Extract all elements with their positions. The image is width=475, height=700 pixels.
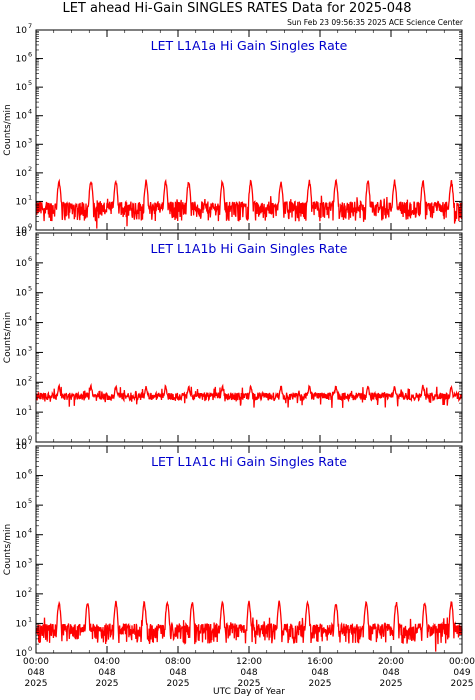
x-tick-label: 04:00	[94, 657, 120, 667]
y-tick-exponent: 5	[28, 285, 32, 293]
x-tick-label: 049	[453, 668, 470, 678]
y-tick-label: 10	[16, 140, 28, 150]
y-axis-label: Counts/min	[3, 524, 13, 575]
y-tick-label: 10	[16, 55, 28, 65]
y-tick-exponent: 0	[28, 222, 32, 230]
x-tick-label: 12:00	[236, 657, 262, 667]
y-tick-label: 10	[16, 442, 28, 452]
panel-title: LET L1A1c Hi Gain Singles Rate	[151, 454, 347, 469]
y-tick-exponent: 6	[28, 468, 32, 476]
x-tick-label: 2025	[96, 679, 119, 689]
y-tick-exponent: 4	[28, 527, 32, 535]
y-axis-label: Counts/min	[3, 312, 13, 363]
y-tick-exponent: 1	[28, 615, 32, 623]
x-tick-label: 048	[27, 668, 44, 678]
x-axis-label: UTC Day of Year	[213, 687, 285, 697]
series-line	[35, 382, 463, 408]
panel-title: LET L1A1a Hi Gain Singles Rate	[151, 38, 348, 53]
x-tick-label: 048	[169, 668, 186, 678]
y-tick-label: 10	[16, 348, 28, 358]
y-tick-label: 10	[16, 501, 28, 511]
y-tick-label: 10	[16, 112, 28, 122]
y-tick-exponent: 0	[28, 645, 32, 653]
y-tick-exponent: 5	[28, 79, 32, 87]
y-tick-label: 10	[16, 226, 28, 236]
y-tick-label: 10	[16, 438, 28, 448]
series-line	[35, 600, 463, 652]
x-tick-label: 20:00	[378, 657, 404, 667]
y-tick-exponent: 7	[28, 438, 32, 446]
x-axis-labels: 00:00048202504:00048202508:00048202512:0…	[23, 657, 475, 689]
x-tick-label: 2025	[380, 679, 403, 689]
y-tick-exponent: 2	[28, 374, 32, 382]
x-tick-label: 00:00	[23, 657, 49, 667]
x-tick-label: 048	[382, 668, 399, 678]
y-tick-exponent: 7	[28, 225, 32, 233]
y-tick-label: 10	[16, 619, 28, 629]
y-tick-label: 10	[16, 319, 28, 329]
x-tick-label: 048	[98, 668, 115, 678]
panel-title: LET L1A1b Hi Gain Singles Rate	[151, 241, 348, 256]
x-tick-label: 2025	[25, 679, 48, 689]
timestamp: Sun Feb 23 09:56:35 2025 ACE Science Cen…	[287, 18, 464, 27]
y-tick-label: 10	[16, 531, 28, 541]
y-tick-label: 10	[16, 560, 28, 570]
y-tick-label: 10	[16, 472, 28, 482]
y-axis-label: Counts/min	[3, 104, 13, 155]
y-tick-exponent: 1	[28, 404, 32, 412]
y-tick-exponent: 2	[28, 586, 32, 594]
y-tick-label: 10	[16, 649, 28, 659]
x-tick-label: 00:00	[449, 657, 475, 667]
y-tick-exponent: 2	[28, 165, 32, 173]
x-tick-label: 048	[240, 668, 257, 678]
y-tick-exponent: 4	[28, 108, 32, 116]
x-tick-label: 08:00	[165, 657, 191, 667]
figure-title: LET ahead Hi-Gain SINGLES RATES Data for…	[62, 1, 411, 16]
y-tick-exponent: 1	[28, 193, 32, 201]
y-tick-label: 10	[16, 408, 28, 418]
y-tick-label: 10	[16, 378, 28, 388]
plot-frame	[35, 232, 463, 443]
y-tick-exponent: 3	[28, 556, 32, 564]
x-tick-label: 16:00	[307, 657, 333, 667]
y-tick-exponent: 0	[28, 434, 32, 442]
y-tick-exponent: 5	[28, 497, 32, 505]
x-tick-label: 2025	[309, 679, 332, 689]
y-tick-label: 10	[16, 289, 28, 299]
x-tick-label: 2025	[451, 679, 474, 689]
y-tick-exponent: 3	[28, 344, 32, 352]
y-tick-exponent: 3	[28, 136, 32, 144]
y-tick-label: 10	[16, 26, 28, 36]
y-tick-exponent: 6	[28, 51, 32, 59]
y-tick-label: 10	[16, 229, 28, 239]
x-tick-label: 2025	[167, 679, 190, 689]
y-tick-label: 10	[16, 259, 28, 269]
y-tick-label: 10	[16, 590, 28, 600]
y-tick-exponent: 7	[28, 22, 32, 30]
y-tick-exponent: 4	[28, 315, 32, 323]
series-line	[35, 178, 463, 229]
y-tick-label: 10	[16, 83, 28, 93]
y-tick-label: 10	[16, 197, 28, 207]
x-tick-label: 2025	[238, 679, 261, 689]
x-tick-label: 048	[311, 668, 328, 678]
y-tick-label: 10	[16, 169, 28, 179]
y-tick-exponent: 6	[28, 255, 32, 263]
